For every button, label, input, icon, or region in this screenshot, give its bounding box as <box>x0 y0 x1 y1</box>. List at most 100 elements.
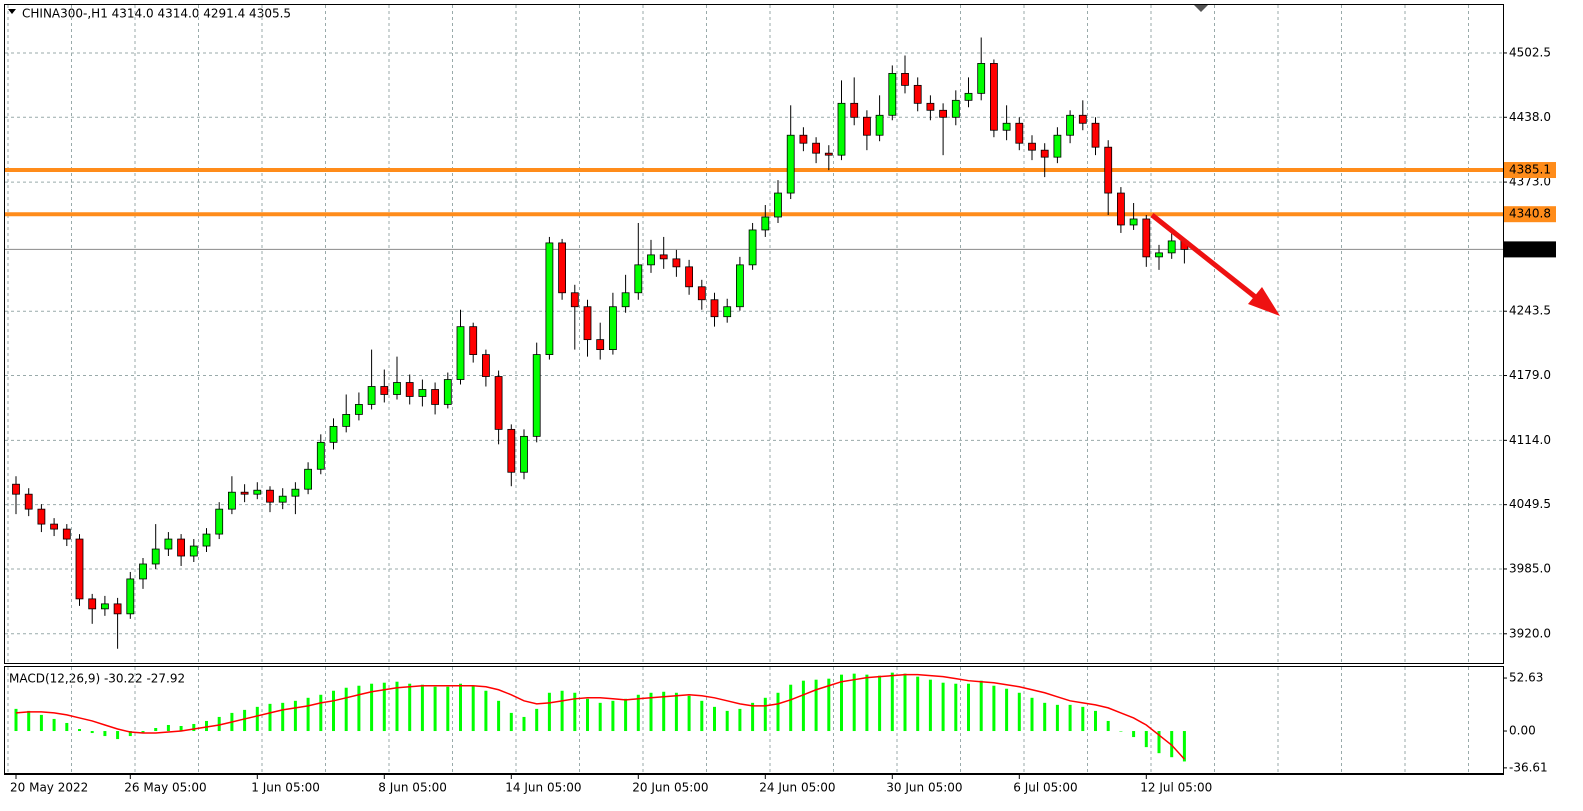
shift-marker[interactable] <box>1194 5 1208 12</box>
macd-bar <box>154 728 158 732</box>
candle-body <box>266 489 274 503</box>
macd-bar <box>674 692 678 732</box>
candle-body <box>380 386 389 395</box>
macd-bar <box>878 675 882 732</box>
candle-body <box>1078 114 1087 124</box>
x-tick-label: 1 Jun 05:00 <box>251 781 320 795</box>
macd-bar <box>103 731 107 737</box>
main-panel-frame <box>4 4 1504 664</box>
macd-bar <box>433 686 437 732</box>
candle-body <box>710 299 719 318</box>
candle-body <box>329 425 338 443</box>
macd-bar <box>1017 692 1021 732</box>
macd-bar <box>14 708 18 732</box>
macd-bar <box>1005 688 1009 732</box>
chart-header: CHINA300-,H1 4314.0 4314.0 4291.4 4305.5 <box>22 7 291 21</box>
macd-bar <box>65 722 69 732</box>
candle-body <box>596 339 605 351</box>
candle-body <box>177 538 186 557</box>
candle-body <box>977 63 986 94</box>
current-price-box <box>1504 241 1556 258</box>
macd-bar <box>141 731 145 734</box>
candle-body <box>1040 149 1049 158</box>
candle-body <box>456 326 465 380</box>
macd-bar <box>332 690 335 732</box>
candle-body <box>964 92 973 101</box>
macd-bar <box>636 694 640 732</box>
macd-bar <box>573 692 577 732</box>
candle-body <box>304 468 313 490</box>
macd-bar <box>471 685 475 732</box>
macd-bar <box>662 691 666 732</box>
candle-body <box>609 306 617 351</box>
macd-bar <box>1182 731 1186 762</box>
candle-body <box>621 292 630 308</box>
macd-bar <box>560 690 564 732</box>
macd-bar <box>39 714 43 732</box>
candle-body <box>545 242 554 355</box>
x-tick-label: 8 Jun 05:00 <box>378 781 447 795</box>
macd-bar <box>1157 731 1161 754</box>
candle-body <box>697 286 706 301</box>
candle-body <box>850 102 859 118</box>
candle-body <box>316 441 325 470</box>
macd-bar <box>420 684 424 732</box>
candle-body <box>532 354 541 437</box>
candle-body <box>494 376 503 430</box>
macd-bar <box>763 697 767 732</box>
candle-body <box>748 229 757 266</box>
candle-body <box>215 508 224 535</box>
level-label: 4385.1 <box>1509 163 1551 177</box>
y-tick-label: 0.00 <box>1509 724 1536 738</box>
x-tick-label: 30 Jun 05:00 <box>886 781 962 795</box>
x-tick-label: 20 May 2022 <box>10 781 88 795</box>
macd-bar <box>1144 731 1148 748</box>
candle-body <box>1117 192 1125 226</box>
macd-bar <box>992 685 996 732</box>
macd-bar <box>979 680 983 732</box>
candle-body <box>672 258 681 268</box>
macd-bar <box>852 673 856 732</box>
candle-body <box>227 491 236 510</box>
candle-body <box>888 73 897 116</box>
signal-line <box>15 673 1185 760</box>
candle-body <box>393 382 401 395</box>
macd-header: MACD(12,26,9) -30.22 -27.92 <box>9 672 185 686</box>
macd-bar <box>586 698 589 732</box>
candle-body <box>824 152 833 156</box>
candle-body <box>913 84 922 104</box>
macd-bar <box>1081 706 1085 732</box>
level-label-box <box>1504 162 1556 179</box>
macd-bar <box>840 674 843 732</box>
y-tick-label: 4438.0 <box>1509 110 1551 124</box>
macd-bar <box>166 724 170 732</box>
y-tick-label: 4049.5 <box>1509 497 1551 511</box>
macd-bar <box>1068 704 1072 732</box>
macd-bar <box>357 685 361 732</box>
macd-bar <box>1132 731 1136 738</box>
candle-body <box>558 242 566 294</box>
y-tick-label: 4114.0 <box>1509 433 1551 447</box>
y-tick-label: 3985.0 <box>1509 561 1551 575</box>
candle-body <box>75 538 84 600</box>
candle-body <box>469 326 478 355</box>
candle-body <box>939 109 947 118</box>
candle-body <box>50 523 58 530</box>
candle-body <box>12 483 20 495</box>
symbol-menu-icon[interactable] <box>8 9 16 14</box>
macd-bar <box>903 673 907 732</box>
macd-bar <box>1043 702 1047 732</box>
macd-bar <box>598 702 602 732</box>
level-label: 4340.8 <box>1509 207 1551 221</box>
candle-body <box>113 603 122 615</box>
candle-body <box>1066 114 1074 136</box>
macd-bar <box>535 708 539 732</box>
y-tick-label: 52.63 <box>1509 671 1543 685</box>
candle-body <box>354 404 363 415</box>
macd-bar <box>1094 710 1097 732</box>
candle-body <box>1053 134 1062 158</box>
macd-bar <box>179 725 183 732</box>
macd-bar <box>611 700 615 732</box>
macd-bar <box>205 720 208 732</box>
candle-body <box>951 99 960 118</box>
